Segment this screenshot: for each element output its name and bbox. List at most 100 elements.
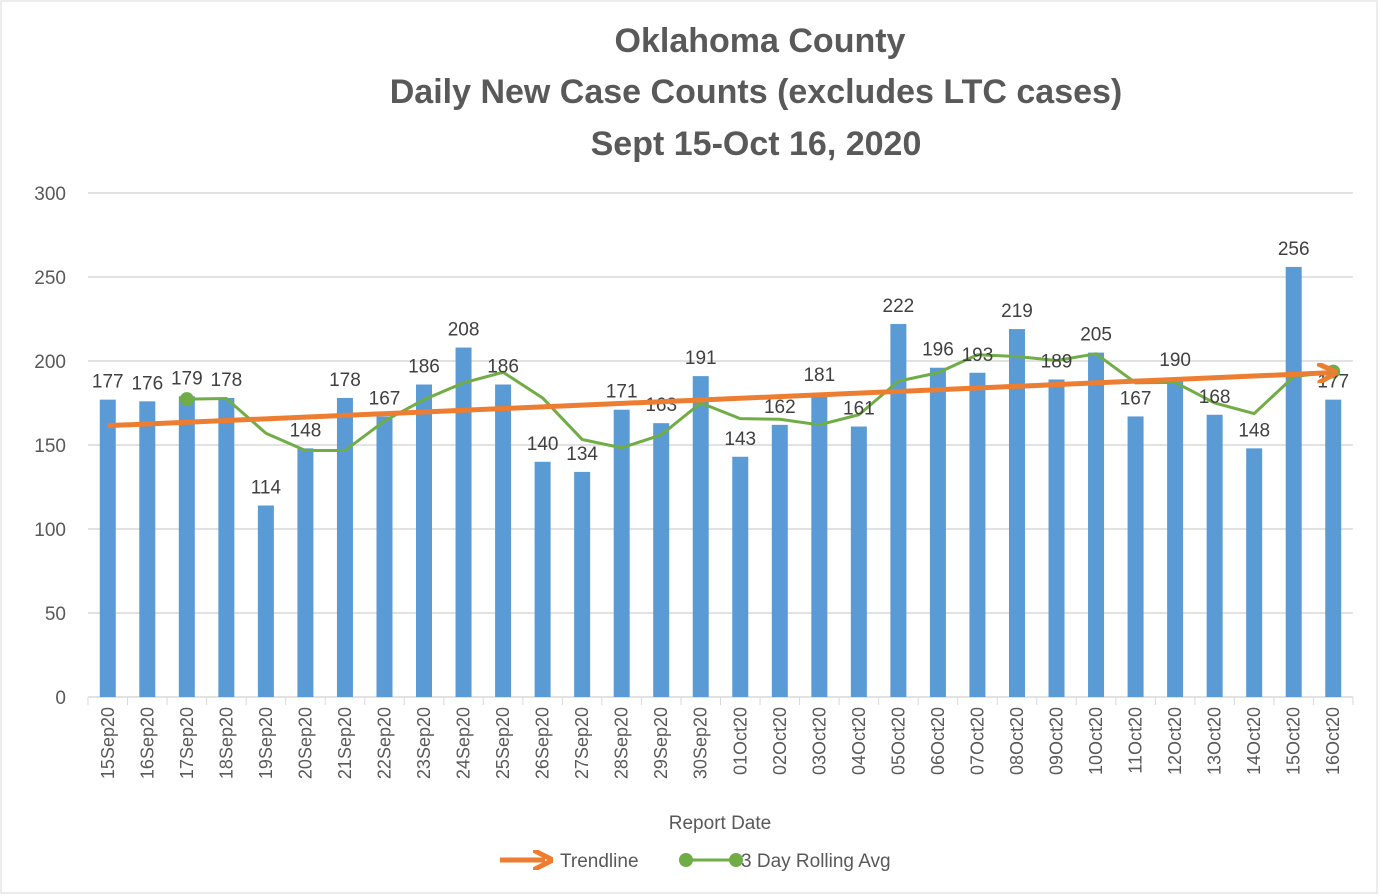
bar bbox=[297, 448, 314, 697]
chart-title: Oklahoma County bbox=[615, 22, 906, 60]
data-label: 148 bbox=[290, 420, 322, 441]
x-tick-label: 01Oct20 bbox=[730, 707, 750, 775]
y-tick-label: 200 bbox=[34, 352, 66, 373]
x-tick-label: 23Sep20 bbox=[414, 707, 434, 779]
x-tick-label: 26Sep20 bbox=[533, 707, 553, 779]
bar bbox=[1246, 448, 1263, 697]
bar bbox=[218, 397, 235, 697]
x-axis-label: Report Date bbox=[669, 813, 771, 834]
x-tick-label: 19Sep20 bbox=[256, 707, 276, 779]
x-tick-label: 12Oct20 bbox=[1165, 707, 1185, 775]
data-label: 193 bbox=[962, 345, 994, 366]
bar bbox=[178, 396, 195, 697]
data-label: 143 bbox=[724, 429, 756, 450]
x-tick-label: 24Sep20 bbox=[454, 707, 474, 779]
x-tick-label: 16Sep20 bbox=[137, 707, 157, 779]
x-tick-label: 28Sep20 bbox=[612, 707, 632, 779]
data-label: 162 bbox=[764, 397, 796, 418]
legend-label: 3 Day Rolling Avg bbox=[741, 851, 891, 872]
bar bbox=[99, 399, 116, 697]
bar bbox=[613, 409, 630, 697]
legend-swatch bbox=[679, 853, 693, 867]
bar bbox=[139, 401, 156, 697]
bar bbox=[416, 384, 433, 697]
x-tick-label: 03Oct20 bbox=[809, 707, 829, 775]
bar bbox=[811, 392, 828, 697]
y-tick-label: 150 bbox=[34, 436, 66, 457]
x-tick-label: 25Sep20 bbox=[493, 707, 513, 779]
data-label: 178 bbox=[211, 370, 243, 391]
x-tick-label: 30Sep20 bbox=[691, 707, 711, 779]
chart-title: Sept 15-Oct 16, 2020 bbox=[591, 125, 922, 163]
data-label: 190 bbox=[1159, 350, 1191, 371]
bar bbox=[929, 367, 946, 697]
x-tick-label: 05Oct20 bbox=[888, 707, 908, 775]
bar bbox=[455, 347, 472, 697]
data-label: 179 bbox=[171, 368, 203, 389]
bar bbox=[732, 456, 749, 697]
data-label: 134 bbox=[566, 444, 598, 465]
data-label: 186 bbox=[408, 357, 440, 378]
data-label: 208 bbox=[448, 320, 480, 341]
x-tick-label: 22Sep20 bbox=[374, 707, 394, 779]
x-tick-label: 02Oct20 bbox=[770, 707, 790, 775]
y-tick-label: 300 bbox=[34, 184, 66, 205]
data-label: 140 bbox=[527, 434, 559, 455]
data-label: 189 bbox=[1041, 351, 1073, 372]
bar bbox=[771, 424, 788, 697]
bar bbox=[1167, 377, 1184, 697]
data-label: 168 bbox=[1199, 387, 1231, 408]
legend-swatch bbox=[729, 853, 743, 867]
bar bbox=[692, 376, 709, 697]
bar bbox=[1008, 329, 1025, 697]
bar bbox=[534, 461, 551, 697]
bar bbox=[495, 384, 512, 697]
data-label: 222 bbox=[883, 296, 915, 317]
x-tick-label: 04Oct20 bbox=[849, 707, 869, 775]
bar bbox=[1285, 266, 1302, 697]
x-tick-label: 13Oct20 bbox=[1205, 707, 1225, 775]
bar bbox=[850, 426, 867, 697]
y-tick-label: 50 bbox=[45, 604, 66, 625]
x-tick-label: 08Oct20 bbox=[1007, 707, 1027, 775]
data-label: 191 bbox=[685, 348, 717, 369]
data-label: 219 bbox=[1001, 301, 1033, 322]
data-label: 163 bbox=[645, 395, 677, 416]
data-label: 161 bbox=[843, 399, 875, 420]
bar bbox=[653, 423, 670, 697]
legend-label: Trendline bbox=[560, 851, 639, 872]
x-tick-label: 16Oct20 bbox=[1323, 707, 1343, 775]
bar bbox=[1325, 399, 1342, 697]
chart-title: Daily New Case Counts (excludes LTC case… bbox=[390, 73, 1123, 111]
x-tick-label: 11Oct20 bbox=[1126, 707, 1146, 774]
bar bbox=[1048, 379, 1065, 697]
x-tick-label: 10Oct20 bbox=[1086, 707, 1106, 775]
data-label: 196 bbox=[922, 340, 954, 361]
x-tick-label: 14Oct20 bbox=[1244, 707, 1264, 775]
x-tick-label: 29Sep20 bbox=[651, 707, 671, 779]
x-tick-label: 15Sep20 bbox=[98, 707, 118, 779]
bar bbox=[336, 397, 353, 697]
x-tick-label: 20Sep20 bbox=[295, 707, 315, 779]
bar bbox=[376, 416, 393, 697]
x-tick-label: 15Oct20 bbox=[1284, 707, 1304, 775]
rolling-avg-marker bbox=[179, 392, 194, 407]
bar bbox=[574, 471, 591, 697]
x-tick-label: 06Oct20 bbox=[928, 707, 948, 775]
bar bbox=[1127, 416, 1144, 697]
data-label: 148 bbox=[1238, 420, 1270, 441]
data-label: 181 bbox=[803, 365, 835, 386]
data-label: 114 bbox=[251, 477, 282, 498]
bar bbox=[1206, 414, 1223, 697]
x-tick-label: 09Oct20 bbox=[1047, 707, 1067, 775]
bar bbox=[1088, 352, 1105, 697]
y-tick-label: 100 bbox=[34, 520, 66, 541]
x-tick-label: 18Sep20 bbox=[216, 707, 236, 779]
bar bbox=[969, 372, 986, 697]
x-tick-label: 21Sep20 bbox=[335, 707, 355, 779]
data-label: 178 bbox=[329, 370, 361, 391]
y-tick-label: 0 bbox=[55, 688, 66, 709]
data-label: 167 bbox=[1120, 388, 1152, 409]
data-label: 256 bbox=[1278, 239, 1310, 260]
